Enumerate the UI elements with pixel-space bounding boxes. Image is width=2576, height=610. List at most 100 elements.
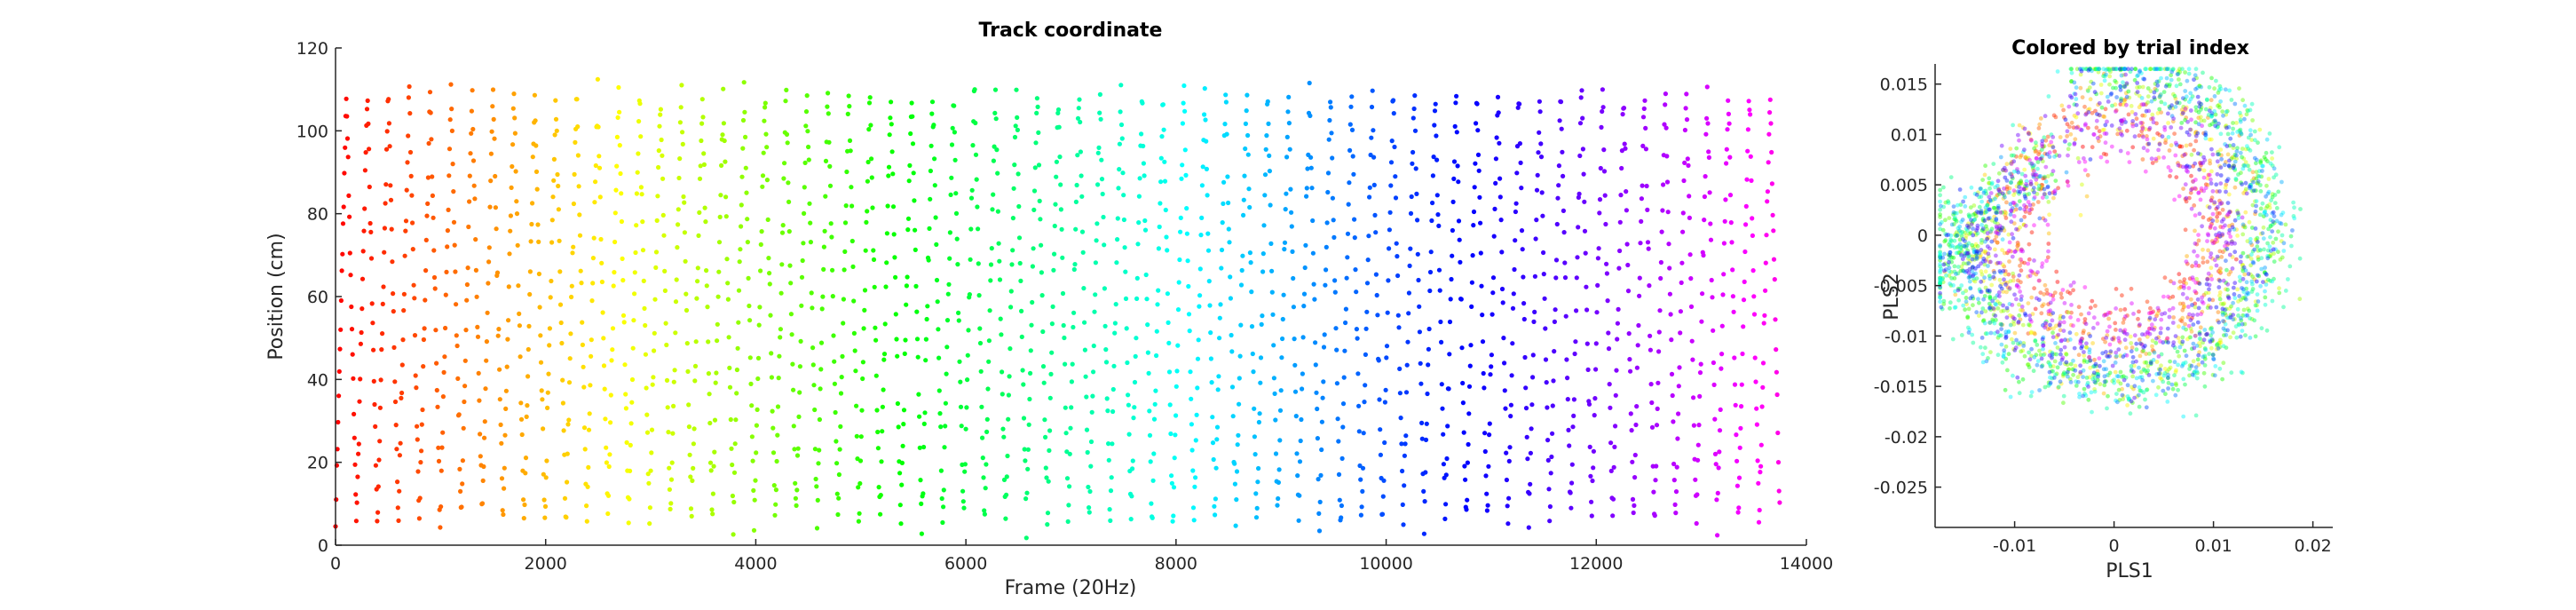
- pls-point: [2038, 174, 2043, 178]
- pls-point: [2046, 312, 2051, 316]
- track-point: [502, 465, 507, 471]
- track-point: [628, 442, 633, 448]
- track-point: [1528, 450, 1533, 456]
- pls-point: [2131, 369, 2136, 375]
- track-point: [1083, 374, 1088, 379]
- pls-point: [2224, 125, 2229, 131]
- track-point: [479, 501, 486, 506]
- pls-point: [1981, 190, 1987, 195]
- track-point: [517, 311, 522, 316]
- track-point: [1193, 475, 1198, 480]
- pls-point: [2032, 169, 2036, 174]
- track-point: [1544, 380, 1549, 385]
- pls-point: [2047, 150, 2052, 155]
- track-point: [1658, 259, 1663, 265]
- track-point: [1403, 390, 1410, 395]
- pls-point: [2061, 329, 2066, 333]
- track-point: [1334, 347, 1339, 353]
- pls-point: [2218, 337, 2223, 343]
- pls-point: [2230, 239, 2234, 244]
- pls-point: [2140, 124, 2145, 130]
- track-point: [1101, 214, 1106, 220]
- track-point: [469, 131, 474, 136]
- pls-point: [2093, 304, 2098, 308]
- pls-point: [2032, 258, 2036, 263]
- track-point: [1325, 189, 1331, 195]
- pls-point: [1966, 212, 1972, 218]
- track-point: [1658, 275, 1663, 281]
- pls-point: [2042, 292, 2047, 297]
- track-point: [1677, 365, 1682, 370]
- pls-point: [2177, 279, 2183, 284]
- pls-point: [1958, 210, 1964, 214]
- pls-point: [1956, 288, 1961, 293]
- track-point: [944, 318, 951, 323]
- track-point: [1399, 441, 1404, 447]
- track-point: [1315, 436, 1320, 441]
- pls-point: [2162, 367, 2168, 371]
- track-point: [948, 192, 953, 197]
- pls-point: [2084, 376, 2090, 380]
- pls-point: [2132, 333, 2137, 338]
- track-point: [743, 165, 748, 170]
- pls-point: [2019, 218, 2024, 223]
- track-point: [475, 334, 481, 339]
- track-point: [1196, 337, 1201, 343]
- track-point: [523, 471, 528, 476]
- pls-point: [2008, 202, 2013, 207]
- track-point: [634, 191, 640, 196]
- track-point: [413, 373, 418, 378]
- pls-point: [2071, 280, 2076, 285]
- track-point: [1014, 87, 1019, 92]
- track-point: [1237, 376, 1242, 381]
- pls-point: [2056, 385, 2061, 390]
- track-point: [394, 447, 399, 452]
- track-point: [557, 269, 563, 274]
- pls-point: [2153, 158, 2159, 163]
- pls-point: [2140, 157, 2145, 162]
- pls-point: [2092, 379, 2098, 384]
- track-point: [561, 428, 566, 433]
- pls-point: [1989, 218, 1995, 223]
- track-point: [558, 320, 564, 326]
- track-point: [1772, 277, 1777, 282]
- track-point: [928, 196, 933, 202]
- pls-point: [2209, 265, 2214, 271]
- track-point: [755, 376, 761, 382]
- track-point: [1010, 216, 1015, 221]
- track-point: [861, 326, 866, 331]
- pls-point: [2185, 337, 2190, 342]
- pls-point: [2270, 156, 2275, 161]
- pls-point: [1938, 243, 1943, 248]
- track-point: [1330, 195, 1335, 201]
- track-point: [1676, 411, 1681, 416]
- pls-point: [2016, 227, 2020, 233]
- track-point: [1616, 306, 1621, 312]
- pls-point: [1968, 296, 1973, 301]
- track-point: [346, 193, 352, 198]
- pls-point: [2151, 115, 2155, 121]
- pls-point: [2019, 305, 2025, 309]
- pls-point: [2233, 324, 2239, 329]
- pls-point: [1938, 257, 1943, 263]
- track-point: [1324, 267, 1329, 273]
- track-point: [876, 485, 881, 490]
- pls-point: [2014, 154, 2019, 159]
- track-point: [881, 387, 886, 392]
- track-point: [842, 249, 848, 254]
- pls-point: [1948, 253, 1953, 258]
- pls-point: [2076, 305, 2082, 310]
- pls-point: [2051, 364, 2056, 368]
- pls-point: [2055, 69, 2060, 74]
- track-point: [1363, 383, 1368, 388]
- track-point: [401, 291, 407, 297]
- track-point: [629, 400, 635, 405]
- pls-point: [2009, 171, 2014, 177]
- track-point: [1082, 347, 1087, 353]
- pls-point: [2063, 117, 2068, 123]
- track-point: [846, 93, 851, 99]
- pls-point: [2020, 322, 2026, 328]
- pls-point: [2098, 134, 2103, 139]
- track-point: [1181, 100, 1186, 106]
- pls-point: [2173, 381, 2178, 386]
